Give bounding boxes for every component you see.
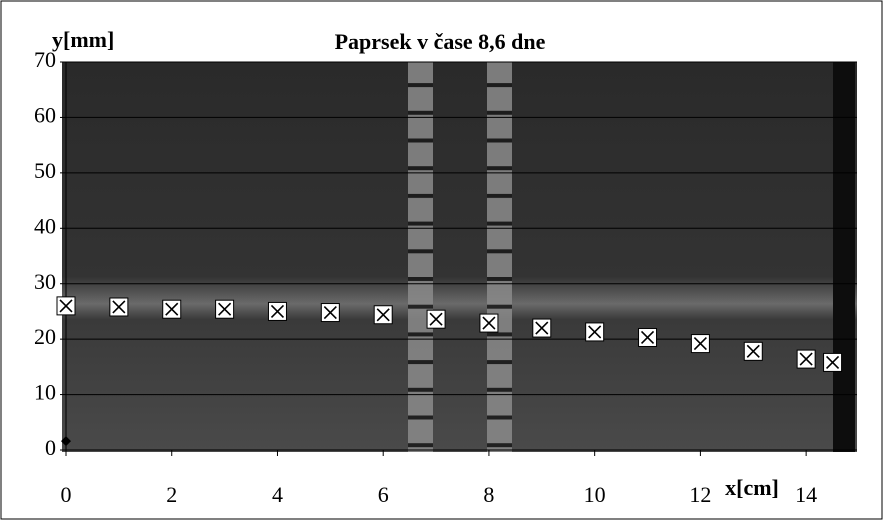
point	[216, 300, 234, 318]
x-tick-label: 6	[378, 482, 389, 507]
point	[374, 306, 392, 324]
chart-title: Paprsek v čase 8,6 dne	[335, 29, 546, 54]
y-tick-label: 20	[34, 324, 56, 349]
y-axis-label: y[mm]	[52, 27, 114, 52]
point	[586, 323, 604, 341]
point	[427, 310, 445, 328]
x-tick-label: 2	[166, 482, 177, 507]
x-tick-label: 4	[272, 482, 283, 507]
x-tick-label: 14	[795, 482, 817, 507]
chart: Paprsek v čase 8,6 dne y[mm] x[cm] 01020…	[0, 0, 883, 520]
y-tick-label: 0	[45, 435, 56, 460]
x-tick-label: 12	[689, 482, 711, 507]
point	[744, 342, 762, 360]
x-tick-label: 0	[61, 482, 72, 507]
photo-background	[62, 62, 857, 452]
y-tick-label: 70	[34, 47, 56, 72]
point	[691, 335, 709, 353]
point	[533, 319, 551, 337]
x-tick-label: 10	[584, 482, 606, 507]
point	[797, 350, 815, 368]
x-axis-label: x[cm]	[725, 475, 779, 500]
point	[268, 302, 286, 320]
y-tick-label: 40	[34, 213, 56, 238]
point	[57, 297, 75, 315]
point	[163, 300, 181, 318]
point	[480, 314, 498, 332]
point	[110, 298, 128, 316]
y-tick-label: 60	[34, 102, 56, 127]
y-tick-label: 10	[34, 380, 56, 405]
y-tick-label: 30	[34, 269, 56, 294]
y-tick-label: 50	[34, 158, 56, 183]
point	[639, 328, 657, 346]
point	[824, 353, 842, 371]
point	[321, 304, 339, 322]
x-tick-label: 8	[483, 482, 494, 507]
